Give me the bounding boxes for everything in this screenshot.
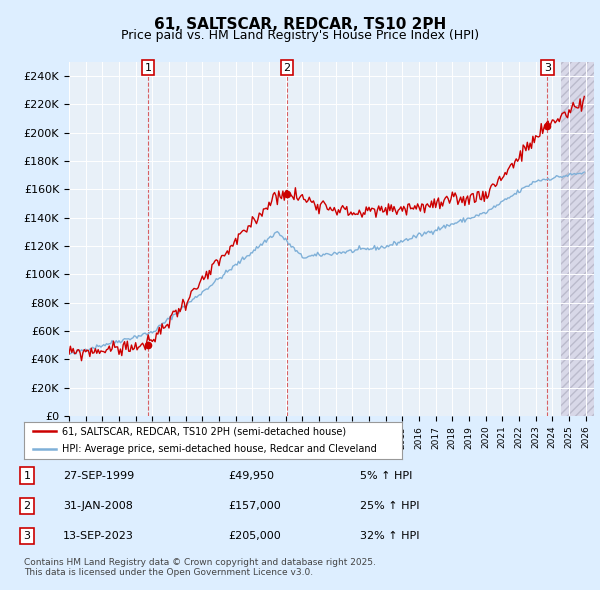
Text: 61, SALTSCAR, REDCAR, TS10 2PH: 61, SALTSCAR, REDCAR, TS10 2PH: [154, 17, 446, 31]
Text: 3: 3: [544, 63, 551, 73]
Text: Price paid vs. HM Land Registry's House Price Index (HPI): Price paid vs. HM Land Registry's House …: [121, 30, 479, 42]
Text: 2: 2: [23, 501, 31, 511]
Text: £49,950: £49,950: [228, 471, 274, 481]
Bar: [560, 62, 594, 416]
Text: £157,000: £157,000: [228, 501, 281, 511]
Text: 25% ↑ HPI: 25% ↑ HPI: [360, 501, 419, 511]
Text: 31-JAN-2008: 31-JAN-2008: [63, 501, 133, 511]
Text: 3: 3: [23, 531, 31, 541]
Text: 1: 1: [23, 471, 31, 481]
Text: 2: 2: [283, 63, 290, 73]
Text: Contains HM Land Registry data © Crown copyright and database right 2025.
This d: Contains HM Land Registry data © Crown c…: [24, 558, 376, 577]
Text: 32% ↑ HPI: 32% ↑ HPI: [360, 531, 419, 541]
Text: 13-SEP-2023: 13-SEP-2023: [63, 531, 134, 541]
Text: 1: 1: [145, 63, 151, 73]
Text: 5% ↑ HPI: 5% ↑ HPI: [360, 471, 412, 481]
Text: 27-SEP-1999: 27-SEP-1999: [63, 471, 134, 481]
Text: HPI: Average price, semi-detached house, Redcar and Cleveland: HPI: Average price, semi-detached house,…: [62, 444, 377, 454]
Text: £205,000: £205,000: [228, 531, 281, 541]
Text: 61, SALTSCAR, REDCAR, TS10 2PH (semi-detached house): 61, SALTSCAR, REDCAR, TS10 2PH (semi-det…: [62, 426, 346, 436]
